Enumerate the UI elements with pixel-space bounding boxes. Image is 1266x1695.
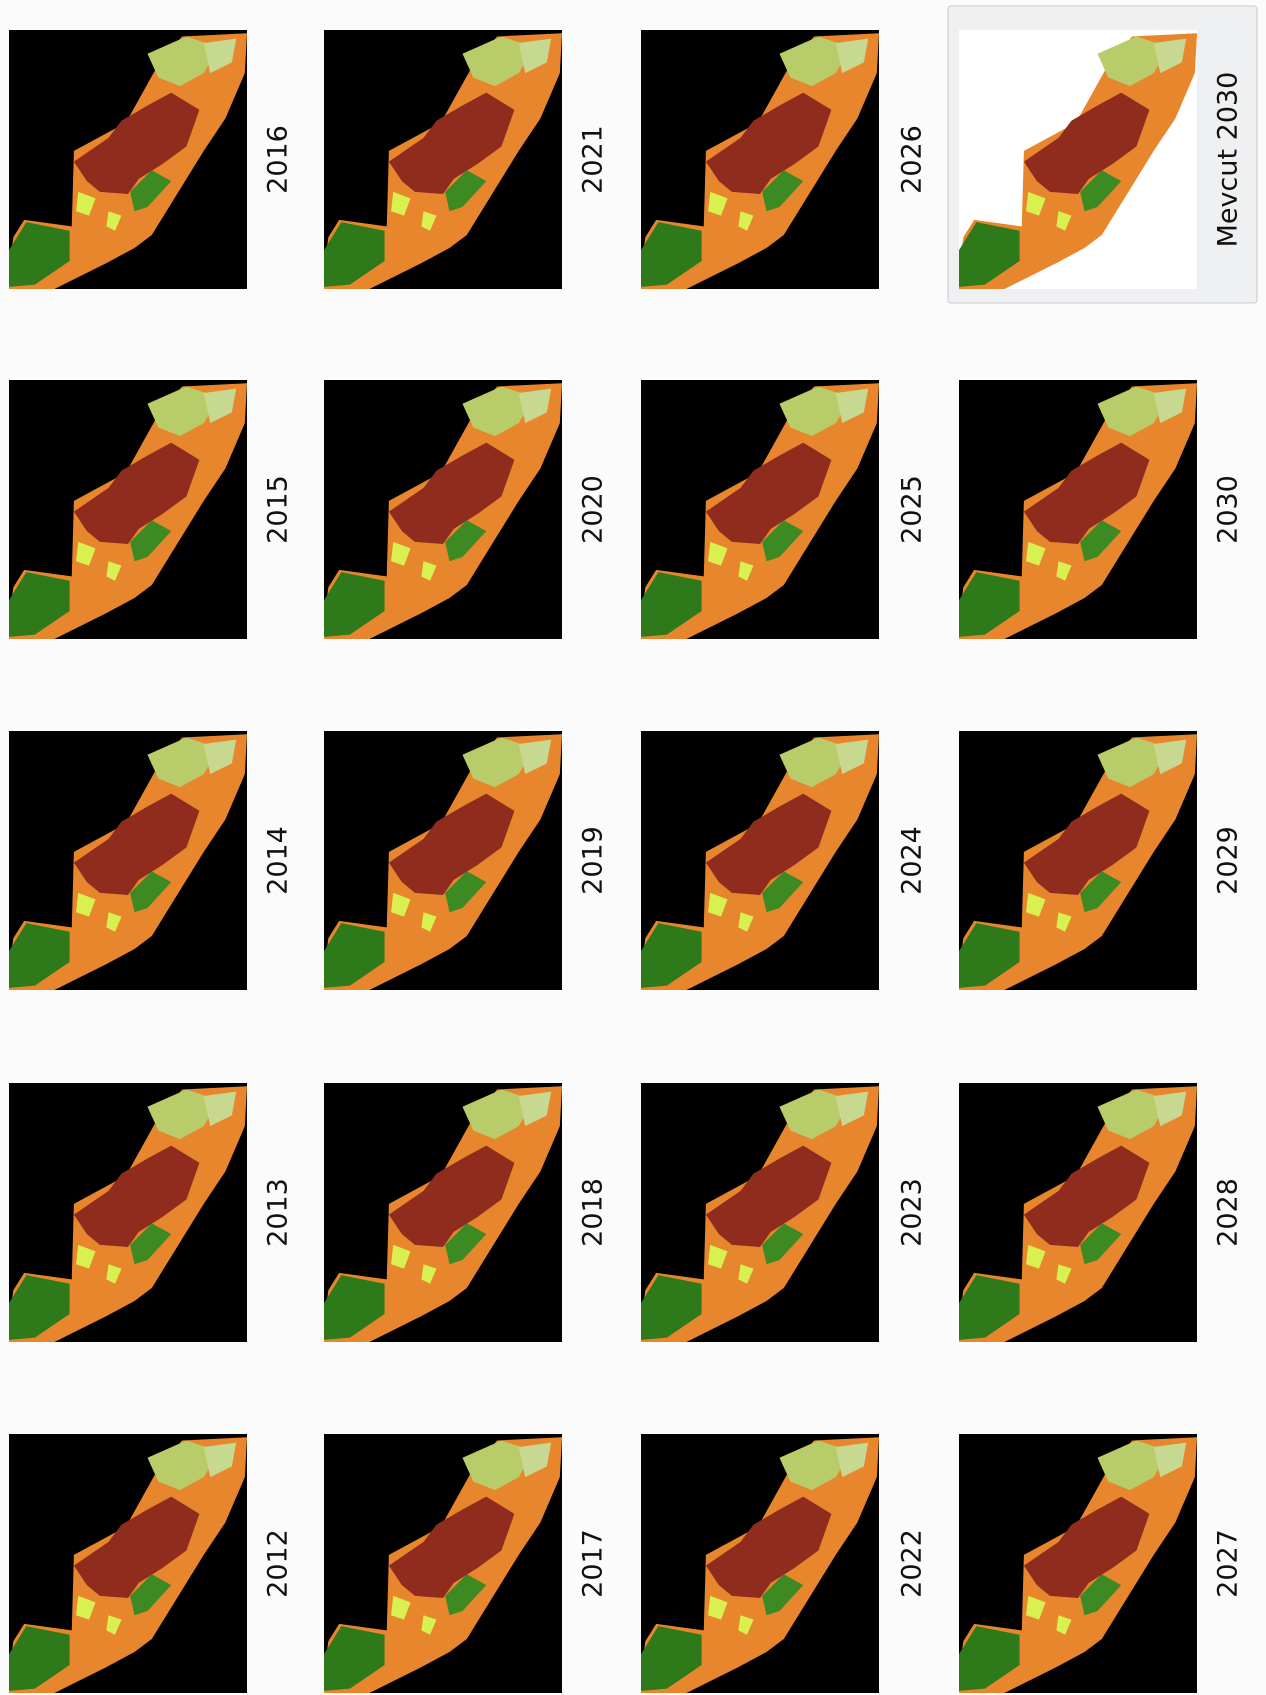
file-label: Mevcut 2030 xyxy=(1213,72,1244,248)
file-label: 2014 xyxy=(263,826,294,895)
file-view: 2012 2013 2014 2015 2016 2017 2018 2019 2020 2021… xyxy=(0,0,1266,1695)
file-item[interactable]: 2012 xyxy=(9,1434,294,1693)
file-label: 2029 xyxy=(1213,826,1244,895)
file-item[interactable]: 2022 xyxy=(641,1434,928,1693)
file-label: 2022 xyxy=(897,1529,928,1598)
file-label: 2024 xyxy=(897,826,928,895)
file-item[interactable]: 2015 xyxy=(9,380,294,639)
file-item[interactable]: 2018 xyxy=(324,1083,609,1342)
file-label: 2012 xyxy=(263,1529,294,1598)
file-label: 2017 xyxy=(578,1529,609,1598)
file-item[interactable]: 2016 xyxy=(9,30,294,289)
file-label: 2021 xyxy=(578,125,609,194)
thumbnail-grid: 2012 2013 2014 2015 2016 2017 2018 2019 2020 2021… xyxy=(9,30,1244,1693)
file-item[interactable]: 2024 xyxy=(641,731,928,990)
file-label: 2020 xyxy=(578,475,609,544)
file-label: 2026 xyxy=(897,125,928,194)
file-label: 2030 xyxy=(1213,475,1244,544)
file-label: 2025 xyxy=(897,475,928,544)
file-item[interactable]: 2014 xyxy=(9,731,294,990)
file-item[interactable]: 2013 xyxy=(9,1083,294,1342)
file-item[interactable]: 2029 xyxy=(959,731,1244,990)
file-item[interactable]: 2023 xyxy=(641,1083,928,1342)
file-label: 2015 xyxy=(263,475,294,544)
file-item[interactable]: 2021 xyxy=(324,30,609,289)
file-label: 2013 xyxy=(263,1178,294,1247)
file-item[interactable]: 2017 xyxy=(324,1434,609,1693)
file-item[interactable]: 2020 xyxy=(324,380,609,639)
file-item[interactable]: 2025 xyxy=(641,380,928,639)
file-label: 2027 xyxy=(1213,1529,1244,1598)
file-label: 2018 xyxy=(578,1178,609,1247)
file-label: 2023 xyxy=(897,1178,928,1247)
file-label: 2028 xyxy=(1213,1178,1244,1247)
file-item[interactable]: 2030 xyxy=(959,380,1244,639)
file-item[interactable]: 2028 xyxy=(959,1083,1244,1342)
file-label: 2016 xyxy=(263,125,294,194)
file-item[interactable]: 2026 xyxy=(641,30,928,289)
file-item[interactable]: 2027 xyxy=(959,1434,1244,1693)
file-item[interactable]: 2019 xyxy=(324,731,609,990)
file-label: 2019 xyxy=(578,826,609,895)
